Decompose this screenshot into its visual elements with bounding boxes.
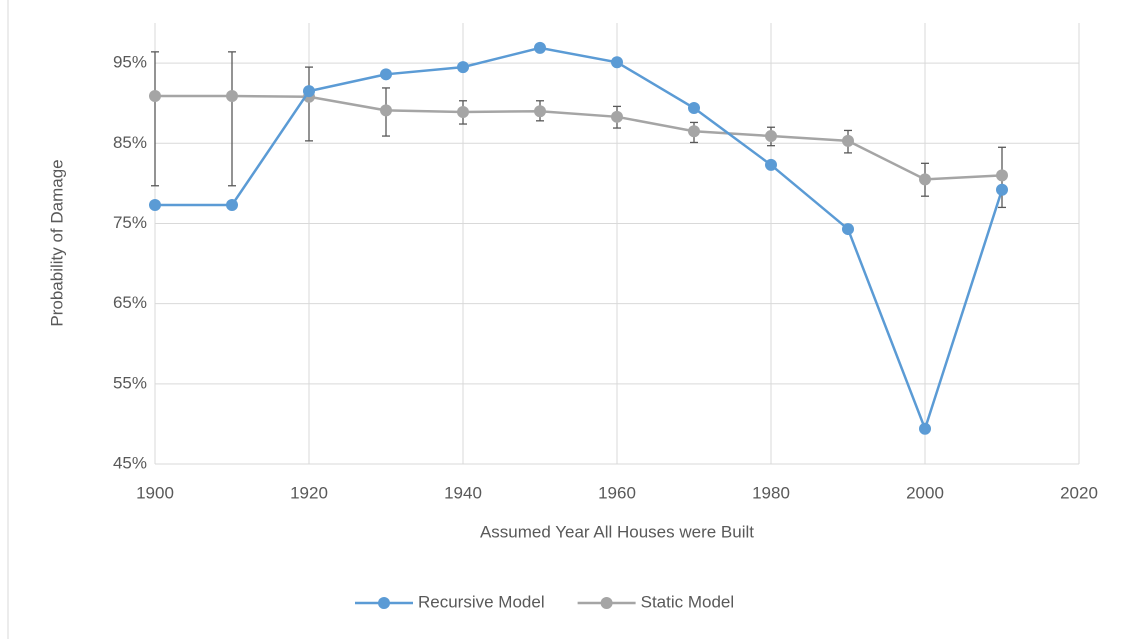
marker <box>996 169 1008 182</box>
y-tick-label: 65% <box>113 293 147 312</box>
legend-label: Static Model <box>641 592 735 611</box>
marker <box>688 101 700 114</box>
x-tick-label: 1920 <box>290 483 328 502</box>
marker <box>534 105 546 118</box>
marker <box>226 89 238 102</box>
marker <box>457 61 469 74</box>
marker <box>149 89 161 102</box>
marker <box>303 85 315 98</box>
marker <box>842 223 854 236</box>
y-axis-label: Probability of Damage <box>47 159 66 326</box>
y-tick-label: 95% <box>113 53 147 72</box>
x-tick-label: 2020 <box>1060 483 1098 502</box>
marker <box>688 125 700 138</box>
y-tick-label: 75% <box>113 213 147 232</box>
marker <box>996 183 1008 196</box>
series-line <box>155 94 1003 181</box>
x-tick-label: 1980 <box>752 483 790 502</box>
marker <box>611 56 623 69</box>
marker <box>765 130 777 143</box>
x-tick-label: 1900 <box>136 483 174 502</box>
marker <box>380 104 392 117</box>
x-tick-label: 1960 <box>598 483 636 502</box>
marker <box>457 106 469 119</box>
marker <box>765 158 777 171</box>
marker <box>534 41 546 54</box>
legend-marker <box>600 597 613 609</box>
y-tick-label: 55% <box>113 373 147 392</box>
x-tick-label: 2000 <box>906 483 944 502</box>
error-bar <box>305 66 313 142</box>
error-bar <box>151 51 159 187</box>
marker <box>842 134 854 147</box>
marker <box>919 173 931 186</box>
marker <box>226 199 238 212</box>
legend-label: Recursive Model <box>418 592 545 611</box>
x-axis-label: Assumed Year All Houses were Built <box>480 522 754 541</box>
y-tick-label: 85% <box>113 133 147 152</box>
marker <box>611 110 623 123</box>
error-bar <box>228 51 236 187</box>
marker <box>149 199 161 212</box>
marker <box>380 68 392 81</box>
y-tick-label: 45% <box>113 453 147 472</box>
series-line <box>155 46 1004 433</box>
legend-marker <box>378 597 390 609</box>
x-tick-label: 1940 <box>444 483 482 502</box>
marker <box>919 422 931 435</box>
